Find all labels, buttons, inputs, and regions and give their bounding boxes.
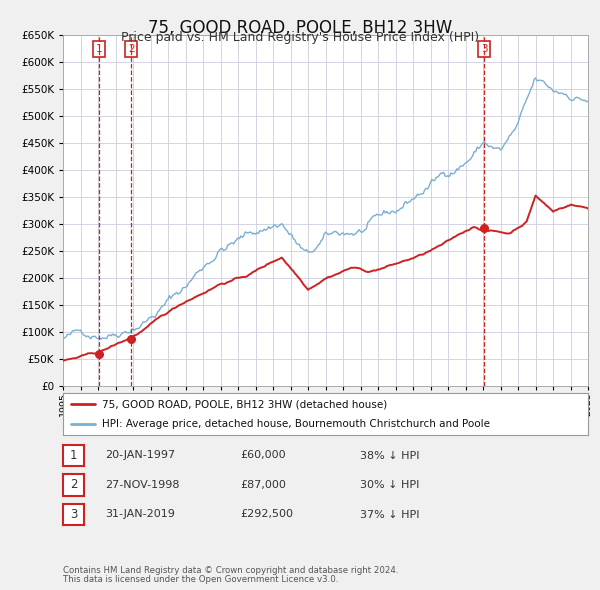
Text: This data is licensed under the Open Government Licence v3.0.: This data is licensed under the Open Gov… (63, 575, 338, 584)
Text: £87,000: £87,000 (240, 480, 286, 490)
Text: 75, GOOD ROAD, POOLE, BH12 3HW: 75, GOOD ROAD, POOLE, BH12 3HW (148, 19, 452, 37)
Text: £60,000: £60,000 (240, 451, 286, 460)
Text: £292,500: £292,500 (240, 510, 293, 519)
Text: 3: 3 (70, 508, 77, 521)
Text: 27-NOV-1998: 27-NOV-1998 (105, 480, 179, 490)
Text: HPI: Average price, detached house, Bournemouth Christchurch and Poole: HPI: Average price, detached house, Bour… (103, 419, 490, 429)
Text: 37% ↓ HPI: 37% ↓ HPI (360, 510, 419, 519)
Text: 30% ↓ HPI: 30% ↓ HPI (360, 480, 419, 490)
Text: Contains HM Land Registry data © Crown copyright and database right 2024.: Contains HM Land Registry data © Crown c… (63, 566, 398, 575)
Text: 31-JAN-2019: 31-JAN-2019 (105, 510, 175, 519)
Text: 75, GOOD ROAD, POOLE, BH12 3HW (detached house): 75, GOOD ROAD, POOLE, BH12 3HW (detached… (103, 399, 388, 409)
Text: 38% ↓ HPI: 38% ↓ HPI (360, 451, 419, 460)
Text: 2: 2 (70, 478, 77, 491)
Text: 2: 2 (128, 44, 134, 54)
Text: 1: 1 (95, 44, 102, 54)
Text: 1: 1 (70, 449, 77, 462)
Text: Price paid vs. HM Land Registry's House Price Index (HPI): Price paid vs. HM Land Registry's House … (121, 31, 479, 44)
Text: 3: 3 (481, 44, 488, 54)
Text: 20-JAN-1997: 20-JAN-1997 (105, 451, 175, 460)
